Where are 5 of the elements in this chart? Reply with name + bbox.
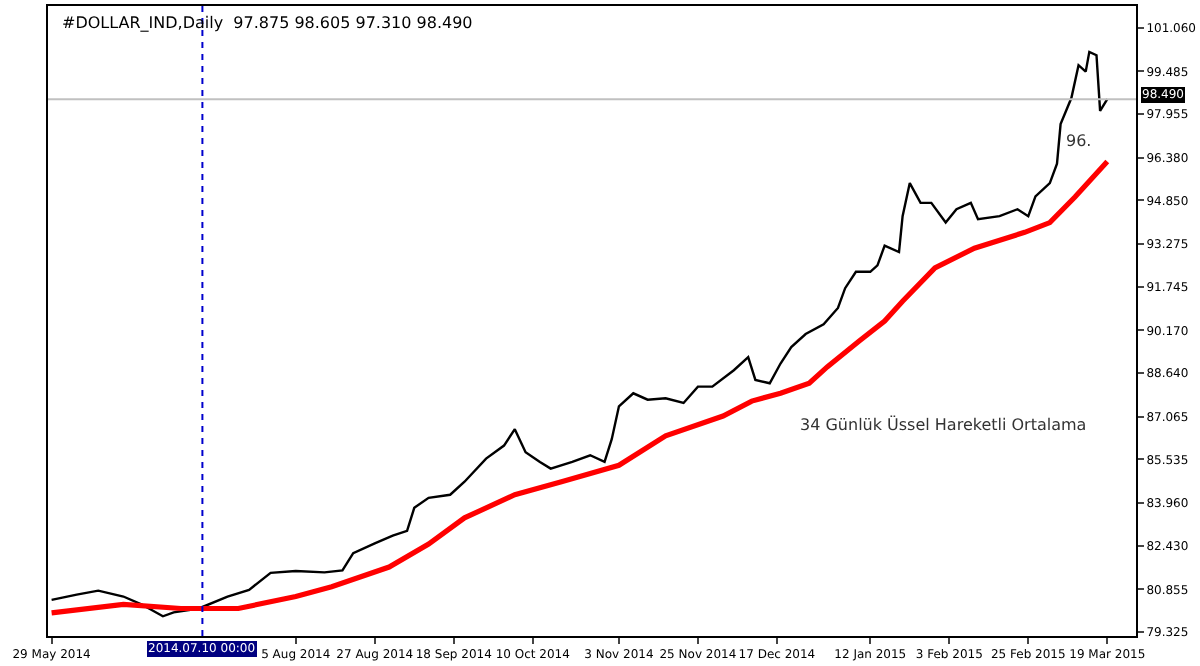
line-series [50, 50, 1109, 618]
text: #DOLLAR_IND,Daily 97.875 98.605 97.310 98.490 [62, 14, 473, 32]
line-series [49, 158, 1110, 616]
series-label: 34 Günlük Üssel Hareketli Ortalama [800, 414, 1087, 434]
annotation: 96. [1066, 132, 1092, 150]
